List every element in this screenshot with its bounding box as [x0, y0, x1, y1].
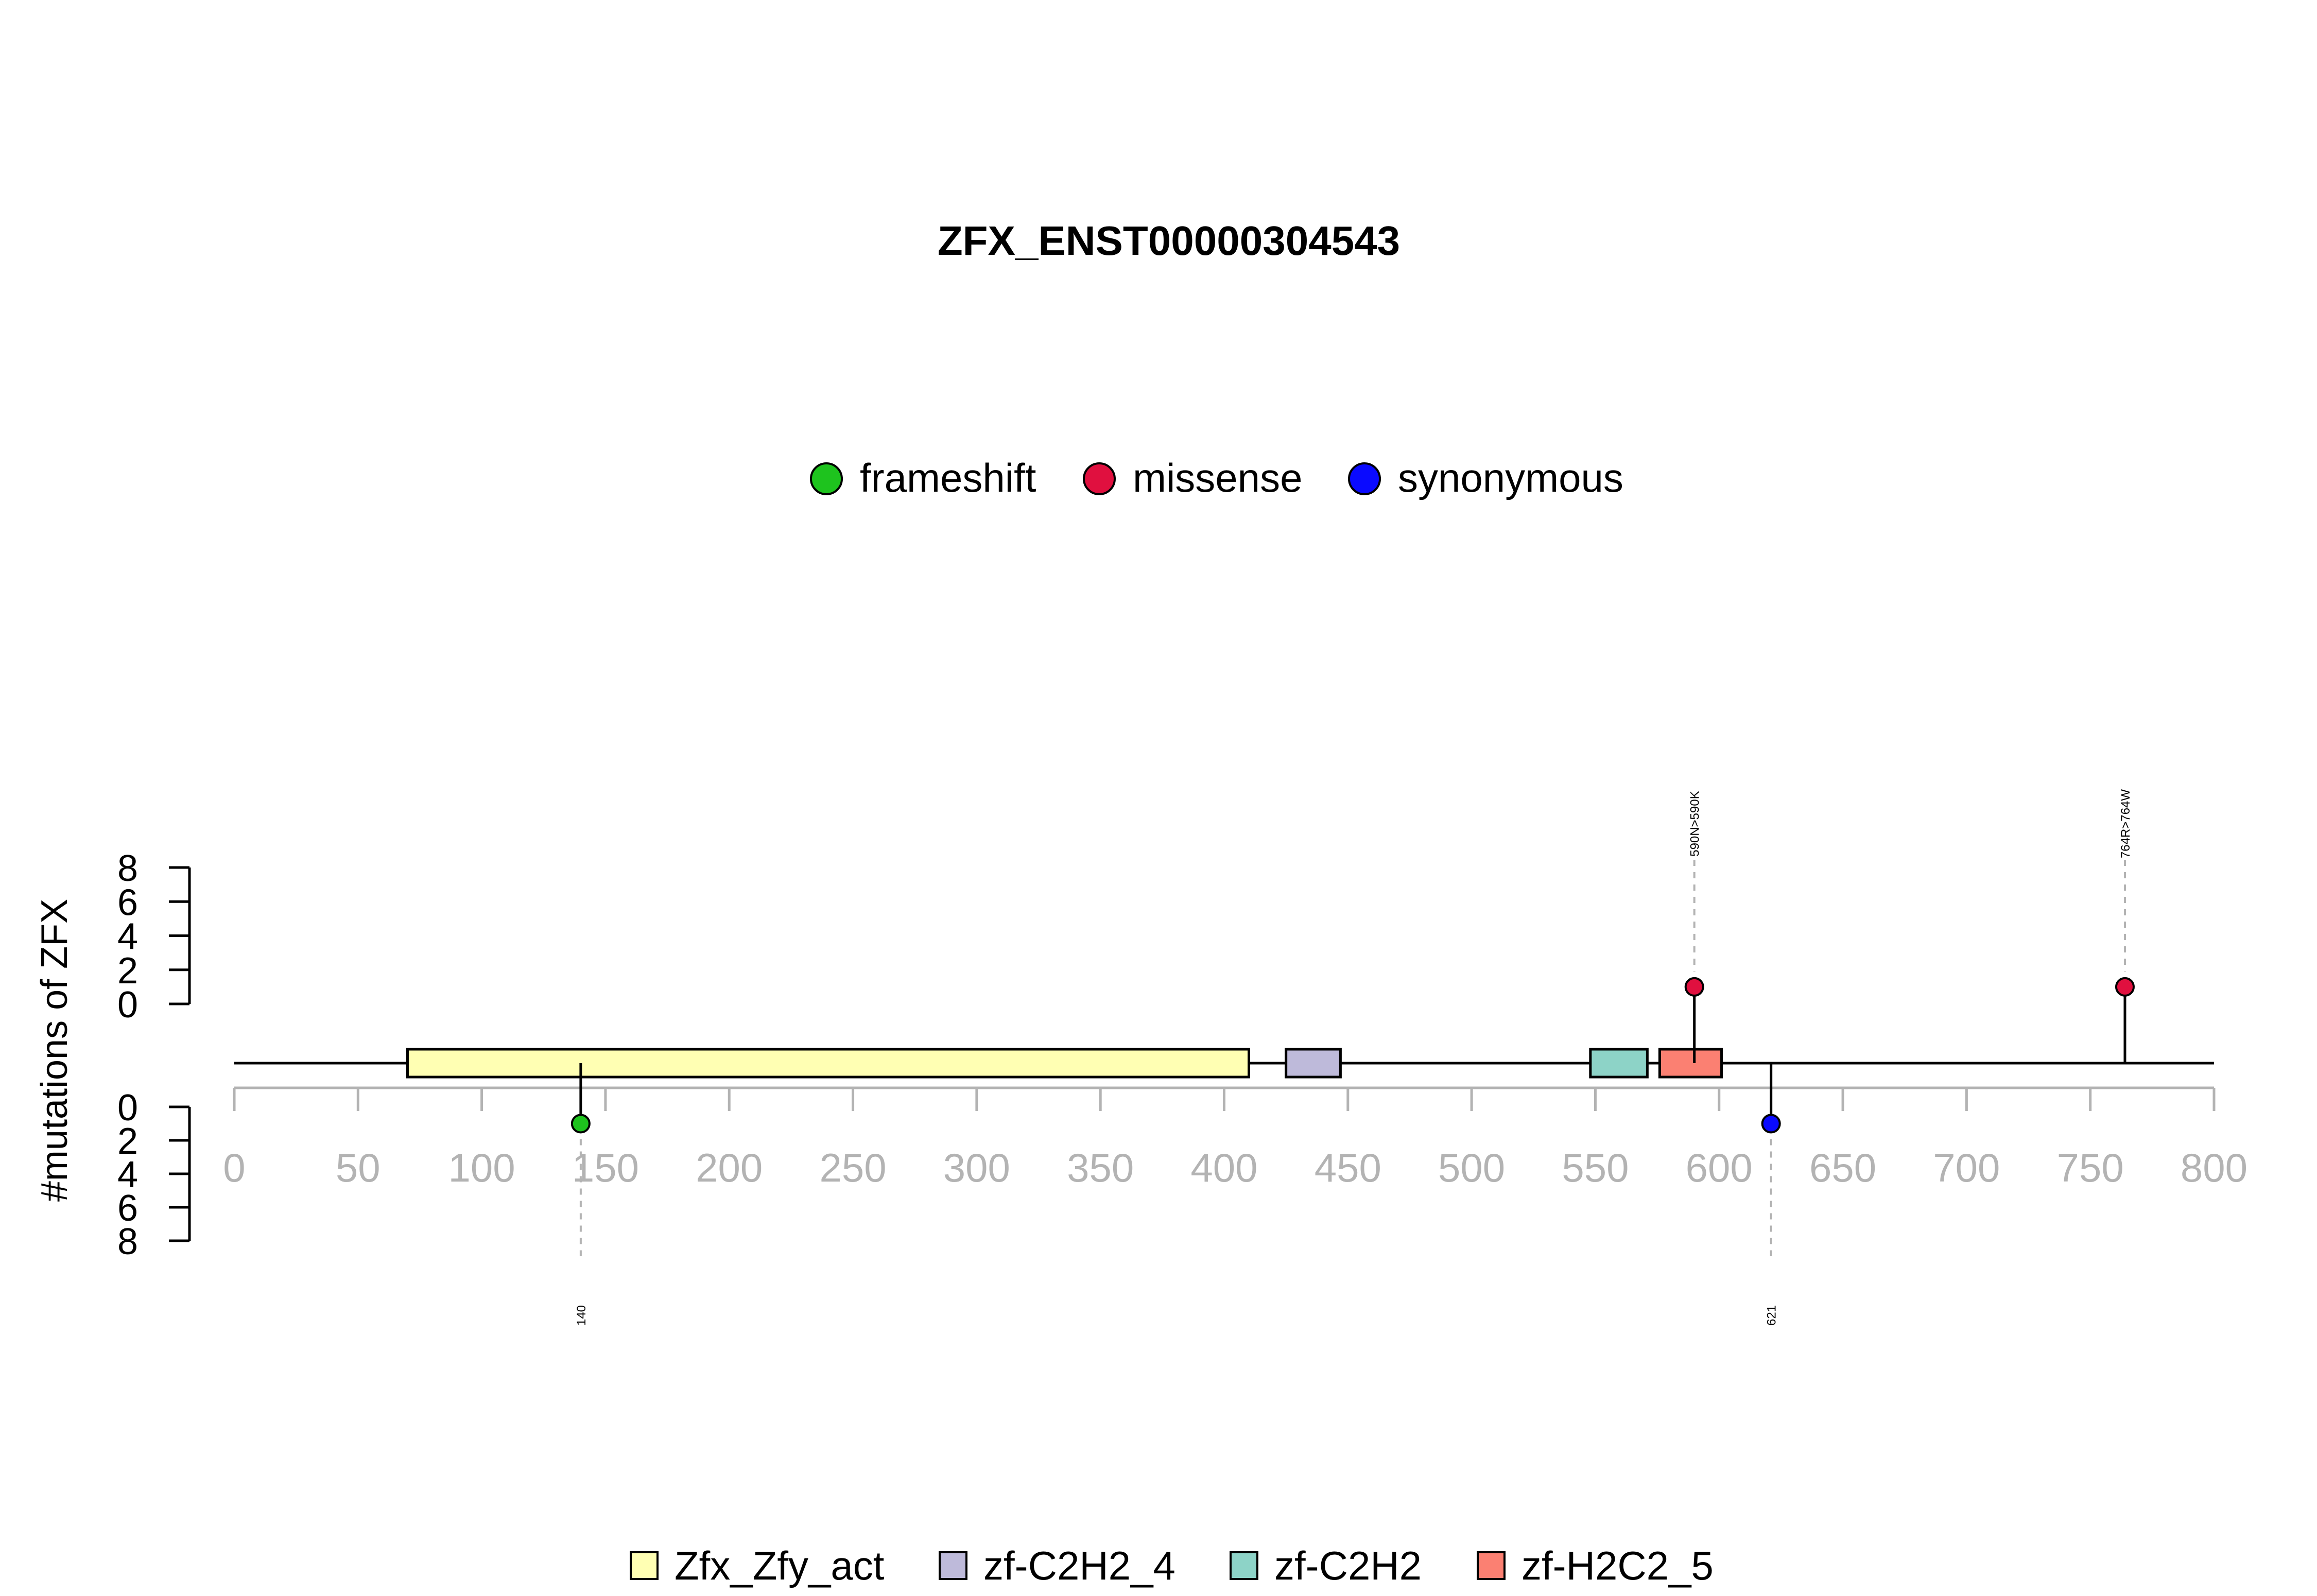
- domain-legend: Zfx_Zfy_act zf-C2H2_4 zf-C2H2 zf-H2C2_5: [630, 1543, 1714, 1588]
- domain-legend-label-zf-C2H2: zf-C2H2: [1274, 1543, 1422, 1588]
- legend-marker-missense: [1083, 462, 1116, 495]
- legend-label-missense: missense: [1133, 455, 1302, 500]
- x-tick-label: 800: [2181, 1145, 2247, 1190]
- mutation-head: [1684, 977, 1704, 997]
- domain-zf-C2H2_4: [1285, 1048, 1342, 1079]
- x-tick-label: 550: [1562, 1145, 1629, 1190]
- chart-title: ZFX_ENST00000304543: [938, 218, 1400, 264]
- mutation-label: 621: [1765, 1305, 1779, 1326]
- domain-legend-marker-zf-C2H2: [1230, 1551, 1258, 1580]
- mutation-764: 764R>764W: [2115, 789, 2135, 1063]
- y-top-tick-label: 8: [117, 848, 138, 889]
- protein-domains: [406, 1048, 1723, 1079]
- y-top-tick-label: 4: [117, 916, 138, 958]
- x-tick-label: 400: [1190, 1145, 1257, 1190]
- x-tick-label: 50: [336, 1145, 381, 1190]
- domain-Zfx_Zfy_act: [406, 1048, 1251, 1079]
- y-bottom-tick-label: 8: [117, 1221, 138, 1262]
- legend-marker-synonymous: [1348, 462, 1381, 495]
- mutation-621: 621: [1761, 1063, 1781, 1326]
- x-tick-label: 500: [1438, 1145, 1505, 1190]
- legend-label-synonymous: synonymous: [1398, 455, 1623, 500]
- domain-zf-H2C2_5: [1658, 1048, 1723, 1079]
- domain-legend-label-Zfx_Zfy_act: Zfx_Zfy_act: [675, 1543, 885, 1588]
- x-tick-label: 200: [696, 1145, 763, 1190]
- x-tick-label: 350: [1067, 1145, 1134, 1190]
- y-bottom-tick-label: 6: [117, 1188, 138, 1229]
- mutation-140: 140: [570, 1063, 591, 1326]
- y-top-tick-label: 6: [117, 882, 138, 923]
- mutation-lollipops: 140 590N>590K 621 764R>764W: [570, 789, 2135, 1326]
- legend-marker-frameshift: [810, 462, 843, 495]
- x-tick-label: 750: [2057, 1145, 2124, 1190]
- x-axis: 0 50 100 150 200 250 300 350 400 450 500 550 600 650 7…: [223, 1086, 2247, 1190]
- mutation-label: 590N>590K: [1688, 791, 1702, 856]
- x-tick-label: 250: [819, 1145, 886, 1190]
- y-top-tick-label: 2: [117, 950, 138, 992]
- x-tick-label: 150: [572, 1145, 639, 1190]
- x-tick-label: 100: [448, 1145, 515, 1190]
- domain-legend-marker-Zfx_Zfy_act: [630, 1551, 659, 1580]
- y-axis-label: #mutations of ZFX: [34, 899, 75, 1202]
- domain-legend-label-zf-H2C2_5: zf-H2C2_5: [1521, 1543, 1714, 1588]
- mutation-type-legend: frameshift missense synonymous: [810, 455, 1623, 500]
- x-tick-label: 0: [223, 1145, 245, 1190]
- y-bottom-tick-label: 0: [117, 1087, 138, 1129]
- x-tick-label: 300: [943, 1145, 1010, 1190]
- mutation-label: 140: [575, 1305, 589, 1326]
- mutation-head: [570, 1114, 591, 1134]
- domain-legend-marker-zf-H2C2_5: [1477, 1551, 1506, 1580]
- mutation-head: [1761, 1114, 1781, 1134]
- x-tick-label: 450: [1315, 1145, 1381, 1190]
- x-tick-label: 700: [1933, 1145, 2000, 1190]
- domain-zf-C2H2: [1589, 1048, 1649, 1079]
- y-top-tick-label: 0: [117, 984, 138, 1026]
- mutation-head: [2115, 977, 2135, 997]
- y-bottom-tick-label: 4: [117, 1154, 138, 1195]
- x-tick-label: 600: [1686, 1145, 1753, 1190]
- y-bottom-tick-label: 2: [117, 1121, 138, 1162]
- domain-legend-marker-zf-C2H2_4: [939, 1551, 967, 1580]
- domain-legend-label-zf-C2H2_4: zf-C2H2_4: [983, 1543, 1175, 1588]
- mutation-590: 590N>590K: [1684, 791, 1704, 1063]
- mutation-label: 764R>764W: [2119, 789, 2133, 858]
- legend-label-frameshift: frameshift: [860, 455, 1036, 500]
- x-tick-label: 650: [1809, 1145, 1876, 1190]
